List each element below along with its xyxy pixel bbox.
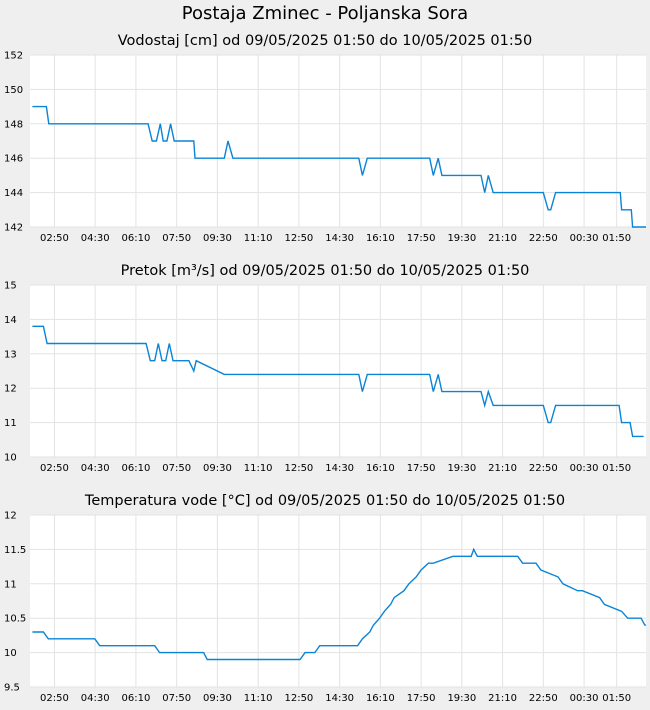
x-tick-label: 01:50 <box>602 693 631 704</box>
y-tick-label: 12 <box>4 384 17 395</box>
y-tick-label: 152 <box>4 51 23 62</box>
plot-area <box>30 515 646 687</box>
x-tick-label: 21:10 <box>488 233 517 244</box>
x-tick-label: 09:30 <box>203 463 232 474</box>
x-tick-label: 17:50 <box>407 693 436 704</box>
x-tick-label: 00:30 <box>570 463 599 474</box>
x-tick-label: 19:30 <box>447 693 476 704</box>
x-tick-label: 04:30 <box>81 693 110 704</box>
x-tick-label: 06:10 <box>122 463 151 474</box>
x-tick-label: 00:30 <box>570 693 599 704</box>
x-tick-label: 21:10 <box>488 693 517 704</box>
y-tick-label: 146 <box>4 154 23 165</box>
x-tick-label: 14:30 <box>325 233 354 244</box>
x-tick-label: 07:50 <box>162 693 191 704</box>
y-tick-label: 14 <box>4 315 17 326</box>
panel-title: Vodostaj [cm] od 09/05/2025 01:50 do 10/… <box>118 33 532 49</box>
x-tick-label: 22:50 <box>529 233 558 244</box>
x-tick-label: 07:50 <box>162 233 191 244</box>
x-tick-label: 12:50 <box>284 233 313 244</box>
x-tick-label: 01:50 <box>602 233 631 244</box>
y-tick-label: 11.5 <box>4 545 26 556</box>
x-tick-label: 02:50 <box>40 693 69 704</box>
plot-area <box>30 285 646 457</box>
x-tick-label: 21:10 <box>488 463 517 474</box>
x-tick-label: 16:10 <box>366 233 395 244</box>
x-tick-label: 06:10 <box>122 233 151 244</box>
x-tick-label: 19:30 <box>447 233 476 244</box>
x-tick-label: 16:10 <box>366 463 395 474</box>
x-tick-label: 07:50 <box>162 463 191 474</box>
x-tick-label: 09:30 <box>203 693 232 704</box>
x-tick-label: 12:50 <box>284 693 313 704</box>
x-tick-label: 16:10 <box>366 693 395 704</box>
x-tick-label: 11:10 <box>244 693 273 704</box>
y-tick-label: 9.5 <box>4 683 20 694</box>
x-tick-label: 11:10 <box>244 463 273 474</box>
x-tick-label: 02:50 <box>40 463 69 474</box>
x-tick-label: 17:50 <box>407 233 436 244</box>
y-tick-label: 10.5 <box>4 614 26 625</box>
series-line <box>32 547 646 661</box>
y-tick-label: 12 <box>4 511 17 522</box>
x-tick-label: 02:50 <box>40 233 69 244</box>
y-tick-label: 148 <box>4 119 23 130</box>
x-tick-label: 11:10 <box>244 233 273 244</box>
y-tick-label: 10 <box>4 453 17 464</box>
y-tick-label: 13 <box>4 349 17 360</box>
x-tick-label: 19:30 <box>447 463 476 474</box>
x-tick-label: 14:30 <box>325 693 354 704</box>
y-tick-label: 150 <box>4 85 23 96</box>
figure-title: Postaja Zminec - Poljanska Sora <box>181 3 469 24</box>
x-tick-label: 04:30 <box>81 233 110 244</box>
x-tick-label: 01:50 <box>602 463 631 474</box>
chart-panel-2: Pretok [m³/s] od 09/05/2025 01:50 do 10/… <box>4 263 646 474</box>
x-tick-label: 09:30 <box>203 233 232 244</box>
x-tick-label: 22:50 <box>529 463 558 474</box>
x-tick-label: 22:50 <box>529 693 558 704</box>
x-tick-label: 00:30 <box>570 233 599 244</box>
y-tick-label: 142 <box>4 223 23 234</box>
x-tick-label: 14:30 <box>325 463 354 474</box>
series-line <box>32 105 646 228</box>
y-tick-label: 15 <box>4 281 17 292</box>
panel-title: Pretok [m³/s] od 09/05/2025 01:50 do 10/… <box>121 263 530 279</box>
x-tick-label: 04:30 <box>81 463 110 474</box>
y-tick-label: 11 <box>4 579 17 590</box>
y-tick-label: 10 <box>4 648 17 659</box>
x-tick-label: 06:10 <box>122 693 151 704</box>
panel-title: Temperatura vode [°C] od 09/05/2025 01:5… <box>84 493 565 509</box>
y-tick-label: 11 <box>4 418 17 429</box>
series-line <box>32 325 644 438</box>
y-tick-label: 144 <box>4 188 23 199</box>
chart-panel-1: Vodostaj [cm] od 09/05/2025 01:50 do 10/… <box>4 33 646 244</box>
x-tick-label: 12:50 <box>284 463 313 474</box>
chart-panel-3: Temperatura vode [°C] od 09/05/2025 01:5… <box>4 493 646 704</box>
x-tick-label: 17:50 <box>407 463 436 474</box>
